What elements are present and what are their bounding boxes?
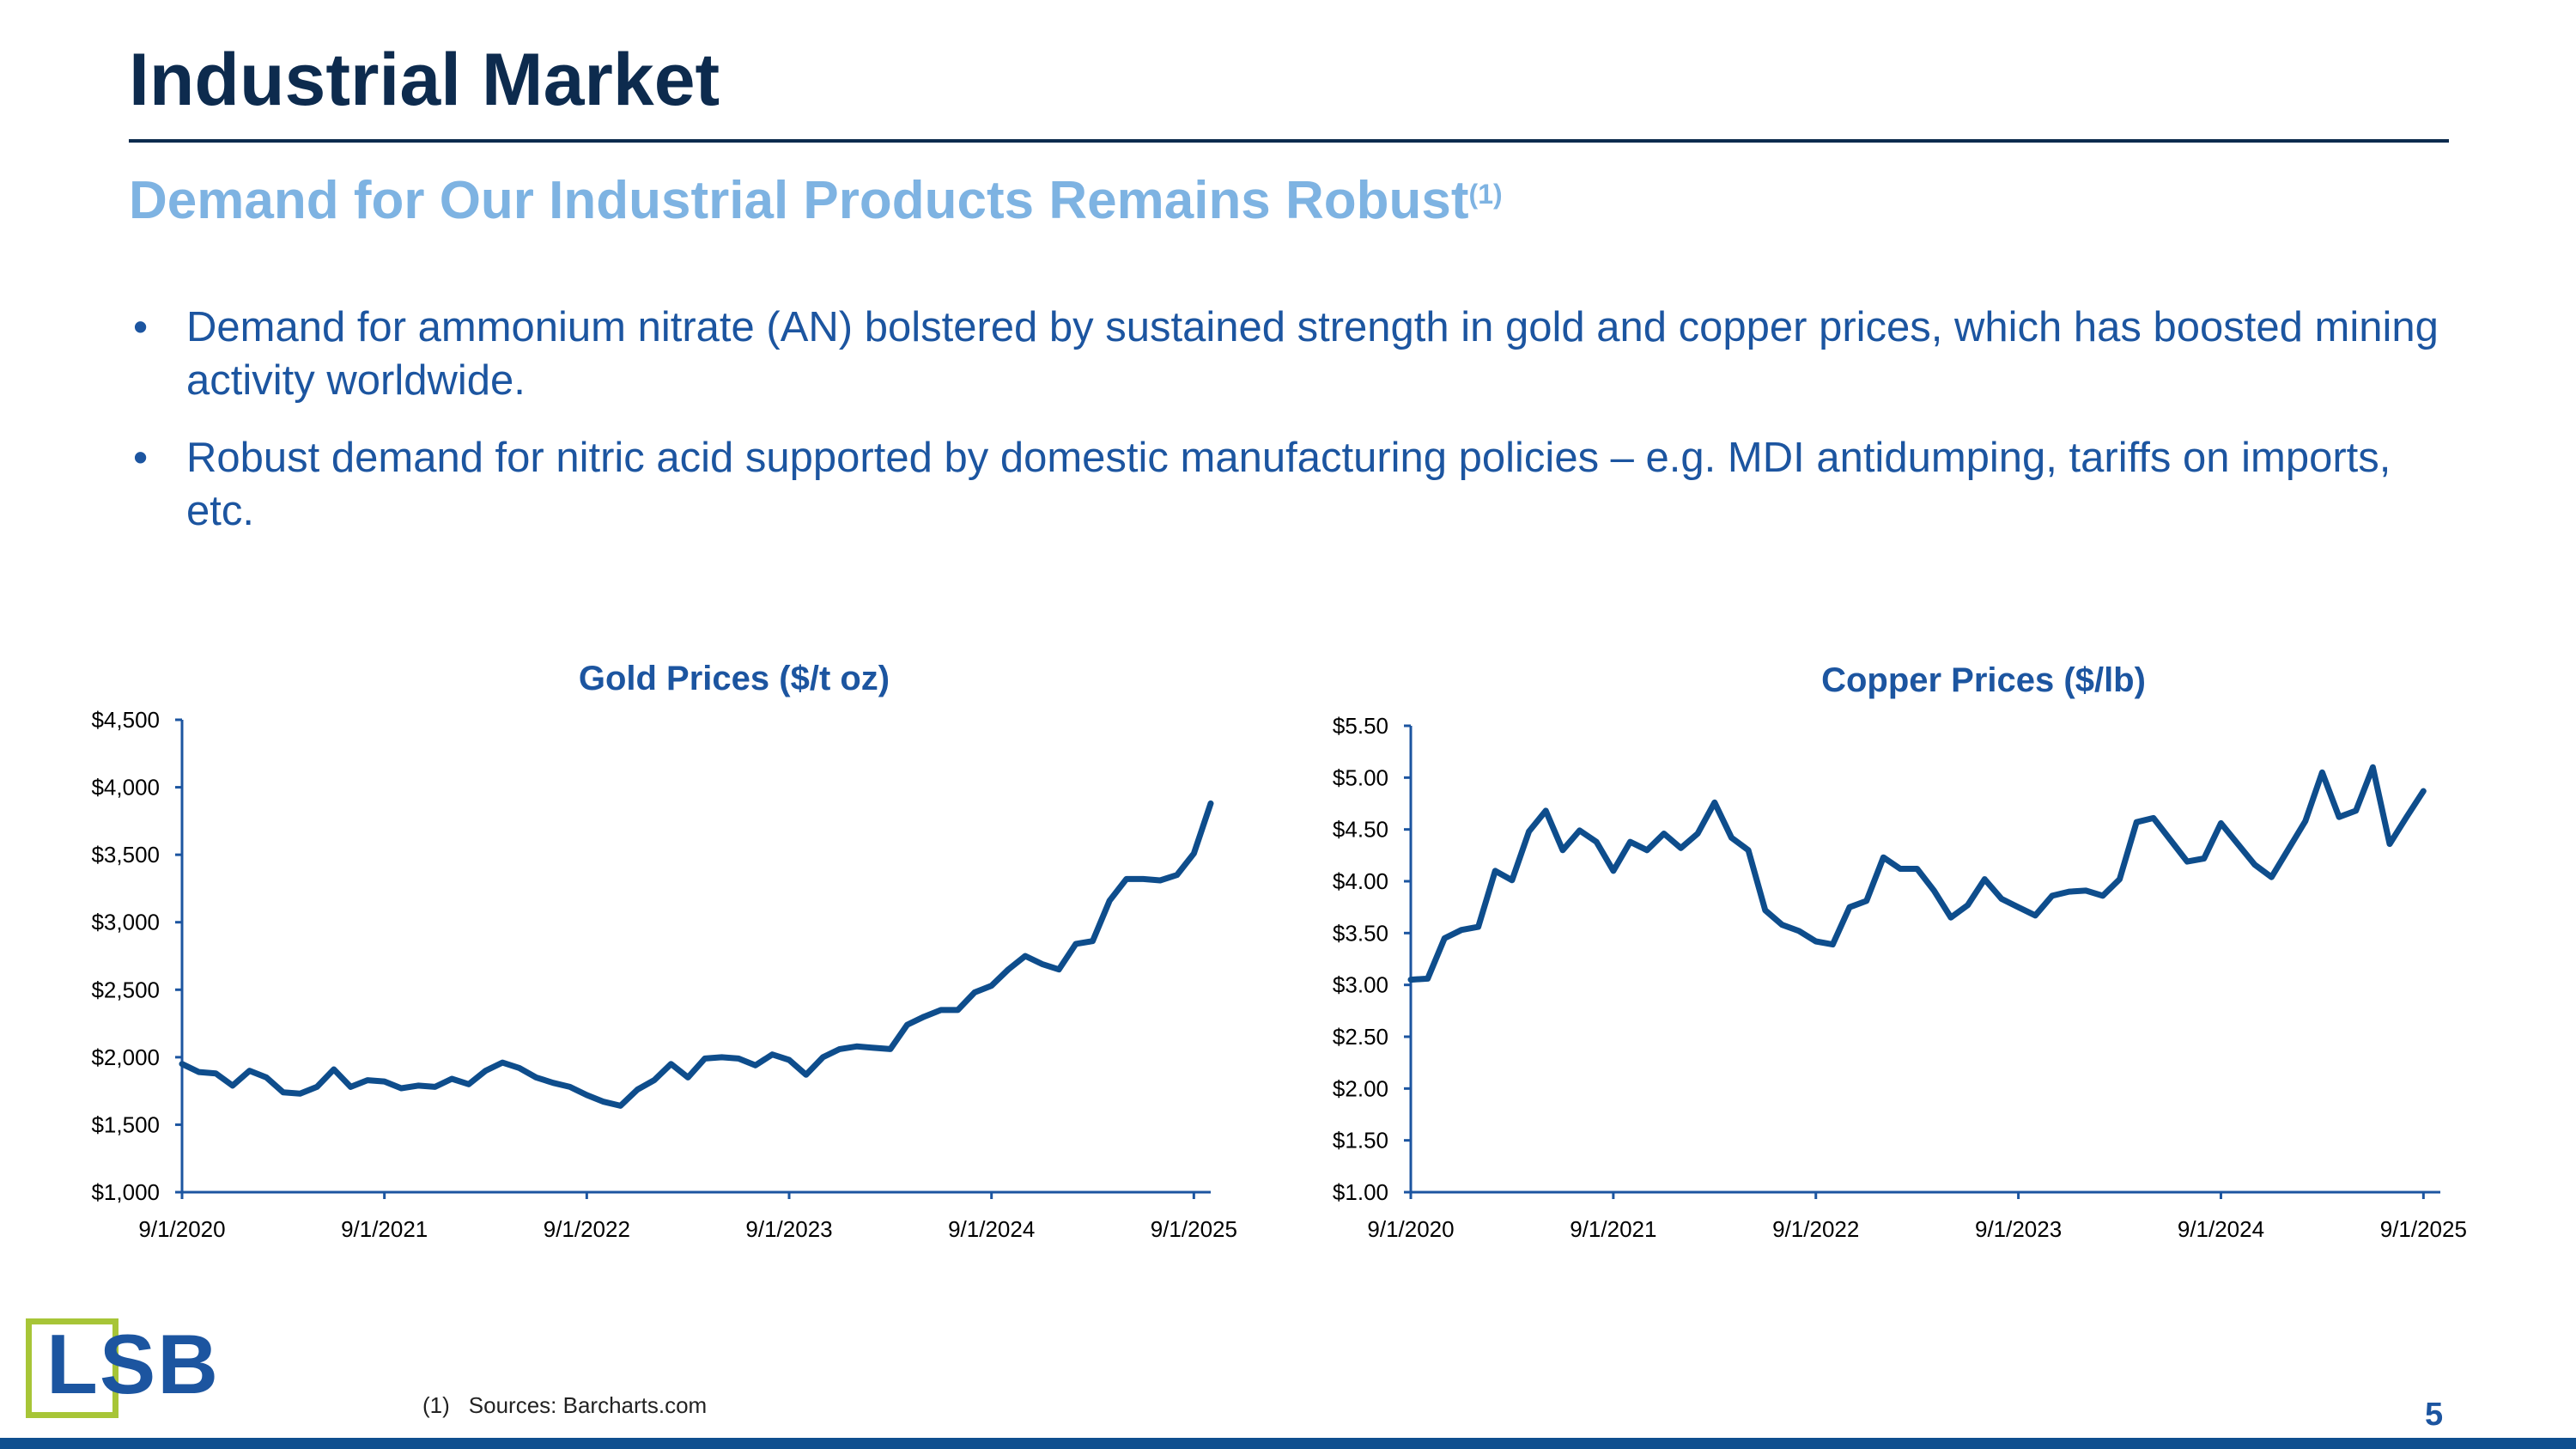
gold-y-tick-label: $1,000: [91, 1179, 160, 1205]
gold-series-line: [179, 800, 1214, 1109]
gold-y-tick-label: $4,000: [91, 775, 160, 801]
gold-x-tick-label: 9/1/2022: [544, 1216, 630, 1242]
bullet-text: Demand for ammonium nitrate (AN) bolster…: [186, 304, 2439, 404]
copper-y-tick-label: $3.00: [1333, 972, 1388, 998]
copper-y-tick-label: $2.00: [1333, 1075, 1388, 1101]
logo-text: LSB: [46, 1317, 220, 1411]
gold-x-tick-label: 9/1/2023: [745, 1216, 832, 1242]
copper-y-tick-label: $4.00: [1333, 868, 1388, 894]
page-title: Industrial Market: [129, 39, 720, 121]
bullet-dot: •: [133, 435, 149, 481]
logo-frame: [26, 1318, 118, 1418]
gold-x-tick-label: 9/1/2021: [341, 1216, 428, 1242]
subtitle-text: Demand for Our Industrial Products Remai…: [129, 171, 1469, 230]
gold-y-tick-label: $1,500: [91, 1111, 160, 1137]
gold-y-tick-label: $2,500: [91, 977, 160, 1002]
copper-x-tick-label: 9/1/2022: [1772, 1216, 1859, 1242]
copper-y-tick-label: $5.00: [1333, 764, 1388, 790]
gold-chart-title: Gold Prices ($/t oz): [578, 660, 890, 697]
gold-x-tick-label: 9/1/2020: [138, 1216, 225, 1242]
copper-x-tick-label: 9/1/2024: [2178, 1216, 2264, 1242]
gold-y-tick-label: $2,000: [91, 1044, 160, 1070]
gold-price-chart: $1,000 $1,500 $2,000 $2,500 $3,000 $3,500 $4,0…: [91, 707, 1237, 1242]
footer-bar: [0, 1438, 2576, 1449]
gold-x-tick-label: 9/1/2024: [948, 1216, 1035, 1242]
copper-chart-title: Copper Prices ($/lb): [1821, 661, 2146, 699]
subtitle-footnote-ref: (1): [1468, 179, 1503, 210]
bullet-text: Robust demand for nitric acid supported …: [186, 435, 2391, 534]
copper-x-tick-label: 9/1/2023: [1975, 1216, 2062, 1242]
bullet-item: • Demand for ammonium nitrate (AN) bolste…: [133, 301, 2451, 407]
page-number: 5: [2425, 1397, 2444, 1433]
bullet-dot: •: [133, 304, 149, 350]
copper-x-tick-label: 9/1/2020: [1367, 1216, 1454, 1242]
copper-series-line: [1407, 764, 2427, 983]
lsb-logo: LSB: [26, 1317, 220, 1418]
copper-y-tick-label: $3.50: [1333, 920, 1388, 946]
gold-y-tick-label: $3,000: [91, 910, 160, 935]
title-divider: [129, 139, 2449, 143]
copper-x-tick-label: 9/1/2021: [1570, 1216, 1656, 1242]
bullet-item: • Robust demand for nitric acid supported…: [133, 431, 2451, 538]
gold-y-tick-label: $3,500: [91, 842, 160, 868]
footnote: (1) Sources: Barcharts.com: [422, 1392, 707, 1419]
gold-y-tick-label: $4,500: [91, 707, 160, 733]
copper-y-tick-label: $1.00: [1333, 1179, 1388, 1205]
copper-price-chart: $1.00 $1.50 $2.00 $2.50 $3.00 $3.50 $4.00 $4.50…: [1333, 713, 2467, 1242]
copper-y-tick-label: $1.50: [1333, 1128, 1388, 1154]
copper-x-tick-label: 9/1/2025: [2380, 1216, 2467, 1242]
footnote-text: Sources: Barcharts.com: [468, 1392, 708, 1418]
bullet-list: • Demand for ammonium nitrate (AN) bolste…: [133, 301, 2451, 562]
copper-y-tick-label: $5.50: [1333, 713, 1388, 739]
copper-y-tick-label: $2.50: [1333, 1024, 1388, 1050]
copper-y-tick-label: $4.50: [1333, 817, 1388, 843]
footnote-number: (1): [422, 1392, 450, 1418]
page-subtitle: Demand for Our Industrial Products Remai…: [129, 170, 1503, 231]
gold-x-tick-label: 9/1/2025: [1151, 1216, 1237, 1242]
